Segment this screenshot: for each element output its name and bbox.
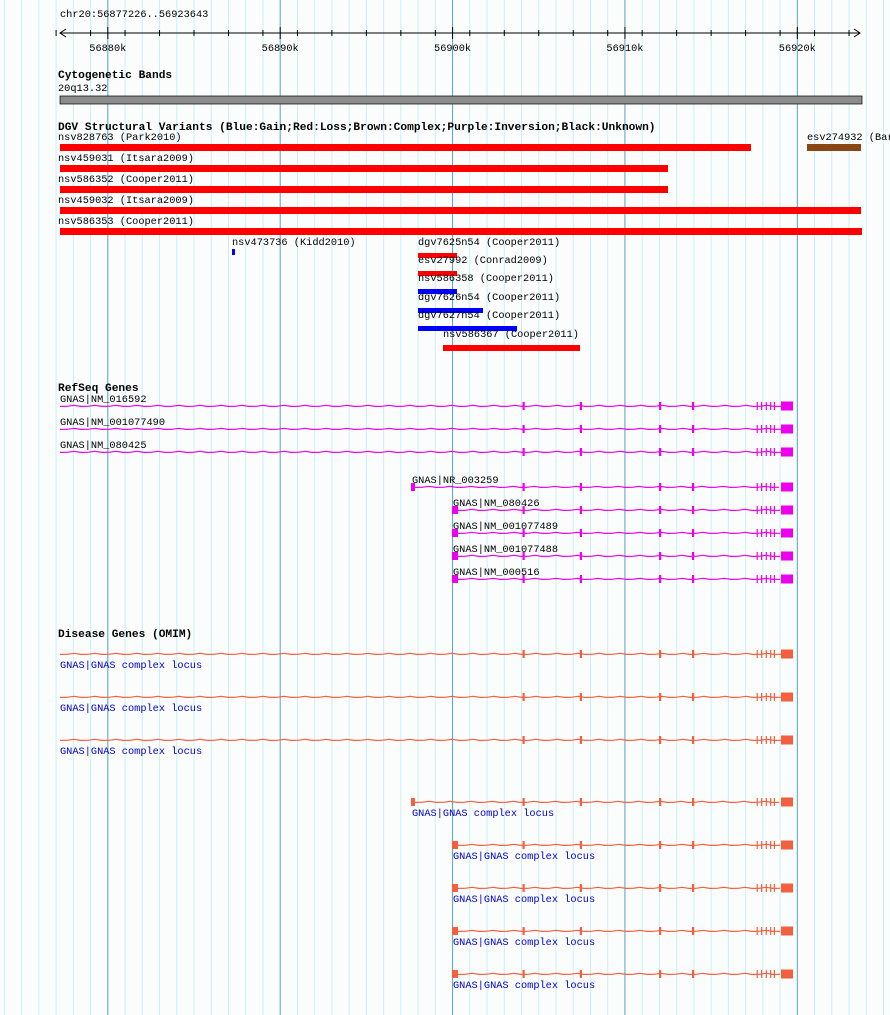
svg-text:nsv586352 (Cooper2011): nsv586352 (Cooper2011) bbox=[58, 174, 194, 186]
svg-text:Disease Genes (OMIM): Disease Genes (OMIM) bbox=[58, 629, 192, 641]
svg-text:GNAS|NM_080426: GNAS|NM_080426 bbox=[453, 498, 540, 510]
svg-text:dgv7626n54 (Cooper2011): dgv7626n54 (Cooper2011) bbox=[418, 292, 560, 304]
svg-text:56900k: 56900k bbox=[434, 43, 471, 55]
svg-text:GNAS|GNAS complex locus: GNAS|GNAS complex locus bbox=[412, 808, 554, 820]
svg-text:GNAS|NR_003259: GNAS|NR_003259 bbox=[412, 475, 499, 487]
svg-text:GNAS|GNAS complex locus: GNAS|GNAS complex locus bbox=[453, 894, 595, 906]
svg-text:nsv586353 (Cooper2011): nsv586353 (Cooper2011) bbox=[58, 216, 194, 228]
svg-text:20q13.32: 20q13.32 bbox=[58, 83, 107, 95]
svg-text:dgv7625n54 (Cooper2011): dgv7625n54 (Cooper2011) bbox=[418, 237, 560, 249]
svg-text:GNAS|GNAS complex locus: GNAS|GNAS complex locus bbox=[453, 851, 595, 863]
svg-text:56920k: 56920k bbox=[779, 43, 816, 55]
svg-text:nsv828763 (Park2010): nsv828763 (Park2010) bbox=[58, 132, 182, 144]
svg-text:GNAS|NM_080425: GNAS|NM_080425 bbox=[60, 440, 147, 452]
svg-text:chr20:56877226..56923643: chr20:56877226..56923643 bbox=[60, 9, 208, 21]
svg-text:dgv7627n54 (Cooper2011): dgv7627n54 (Cooper2011) bbox=[418, 310, 560, 322]
svg-text:GNAS|NM_001077488: GNAS|NM_001077488 bbox=[453, 544, 558, 556]
svg-text:GNAS|GNAS complex locus: GNAS|GNAS complex locus bbox=[453, 980, 595, 992]
svg-text:nsv473736 (Kidd2010): nsv473736 (Kidd2010) bbox=[232, 237, 356, 249]
svg-text:56910k: 56910k bbox=[606, 43, 643, 55]
svg-text:56890k: 56890k bbox=[262, 43, 299, 55]
svg-text:GNAS|GNAS complex locus: GNAS|GNAS complex locus bbox=[453, 937, 595, 949]
svg-text:GNAS|GNAS complex locus: GNAS|GNAS complex locus bbox=[60, 660, 202, 672]
svg-text:56880k: 56880k bbox=[89, 43, 126, 55]
svg-text:GNAS|GNAS complex locus: GNAS|GNAS complex locus bbox=[60, 746, 202, 758]
svg-text:nsv586358 (Cooper2011): nsv586358 (Cooper2011) bbox=[418, 273, 554, 285]
svg-text:Cytogenetic Bands: Cytogenetic Bands bbox=[58, 70, 172, 82]
svg-text:GNAS|NM_001077490: GNAS|NM_001077490 bbox=[60, 417, 165, 429]
svg-text:GNAS|NM_016592: GNAS|NM_016592 bbox=[60, 394, 147, 406]
svg-text:nsv459031 (Itsara2009): nsv459031 (Itsara2009) bbox=[58, 153, 194, 165]
svg-text:GNAS|GNAS complex locus: GNAS|GNAS complex locus bbox=[60, 703, 202, 715]
svg-text:nsv459032 (Itsara2009): nsv459032 (Itsara2009) bbox=[58, 195, 194, 207]
svg-text:GNAS|NM_000516: GNAS|NM_000516 bbox=[453, 567, 540, 579]
svg-text:esv274932 (Bar: esv274932 (Bar bbox=[807, 132, 890, 144]
svg-text:nsv586367 (Cooper2011): nsv586367 (Cooper2011) bbox=[443, 329, 579, 341]
svg-text:GNAS|NM_001077489: GNAS|NM_001077489 bbox=[453, 521, 558, 533]
svg-text:esv27992 (Conrad2009): esv27992 (Conrad2009) bbox=[418, 255, 548, 267]
